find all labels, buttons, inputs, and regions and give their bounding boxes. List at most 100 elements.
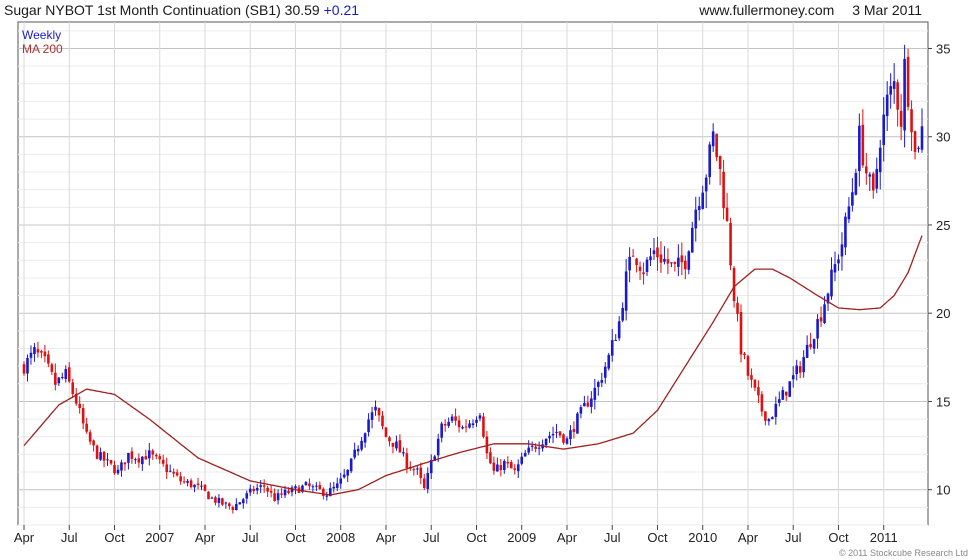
candle-body xyxy=(349,458,353,472)
y-tick-label: 25 xyxy=(936,218,950,233)
candle-body xyxy=(262,485,266,487)
candle-body xyxy=(182,481,186,483)
candle-body xyxy=(562,434,565,443)
candle-body xyxy=(342,474,346,478)
candle-body xyxy=(210,497,214,499)
candle-body xyxy=(148,450,151,459)
candle-body xyxy=(551,434,555,436)
candle-body xyxy=(207,491,210,500)
chart-header: Sugar NYBOT 1st Month Continuation (SB1)… xyxy=(0,0,930,20)
x-tick-label: Jul xyxy=(61,530,78,545)
candle-body xyxy=(325,495,329,497)
candle-body xyxy=(729,223,732,266)
candle-body xyxy=(506,461,510,464)
candle-body xyxy=(913,131,917,152)
candle-body xyxy=(690,227,694,253)
candle-body xyxy=(67,367,71,382)
candle-body xyxy=(715,133,718,158)
candle-body xyxy=(471,423,475,426)
candle-body xyxy=(861,124,865,166)
copyright-notice: © 2011 Stockcube Research Ltd xyxy=(838,548,968,558)
candle-body xyxy=(899,110,903,127)
candle-body xyxy=(33,347,36,355)
candle-body xyxy=(433,456,437,461)
ma200-line xyxy=(23,235,923,496)
y-tick-label: 35 xyxy=(936,41,950,56)
candle-body xyxy=(523,453,527,457)
candle-body xyxy=(412,469,416,471)
candle-body xyxy=(624,271,628,311)
candle-body xyxy=(384,427,388,437)
chart-legend: Weekly MA 200 xyxy=(22,28,63,56)
candle-body xyxy=(308,483,311,487)
candle-body xyxy=(356,448,360,452)
candle-body xyxy=(865,166,868,174)
candle-body xyxy=(245,493,249,499)
legend-ma200: MA 200 xyxy=(22,42,63,56)
candle-body xyxy=(235,503,238,511)
candle-body xyxy=(224,502,228,504)
candle-body xyxy=(81,408,85,424)
candle-body xyxy=(777,399,781,403)
x-tick-label: Apr xyxy=(14,530,35,545)
candle-body xyxy=(910,109,913,133)
candle-body xyxy=(217,498,221,503)
x-tick-label: Jul xyxy=(604,530,621,545)
candle-body xyxy=(638,266,642,271)
candle-body xyxy=(294,486,297,489)
candle-body xyxy=(628,256,631,271)
x-tick-label: 2011 xyxy=(870,530,898,545)
candle-body xyxy=(332,486,336,489)
header-right: www.fullermoney.com 3 Mar 2011 xyxy=(685,2,922,18)
candle-body xyxy=(231,507,235,510)
candle-body xyxy=(885,94,889,117)
candle-body xyxy=(203,484,207,491)
candle-body xyxy=(280,493,283,495)
candle-body xyxy=(454,416,457,421)
x-tick-label: Apr xyxy=(195,530,216,545)
candle-body xyxy=(805,344,809,358)
candle-body xyxy=(527,447,530,453)
candle-body xyxy=(266,487,269,492)
candle-body xyxy=(196,483,200,486)
candle-body xyxy=(71,382,75,394)
candle-body xyxy=(426,473,430,489)
candle-body xyxy=(635,258,638,266)
candle-body xyxy=(43,351,47,357)
candle-body xyxy=(339,478,343,484)
candle-body xyxy=(812,339,816,349)
candle-body xyxy=(677,257,680,267)
candle-body xyxy=(311,486,315,488)
candle-body xyxy=(398,440,402,453)
candle-body xyxy=(802,357,805,373)
candle-body xyxy=(489,452,492,464)
candle-body xyxy=(134,459,137,461)
candle-body xyxy=(851,192,854,206)
candle-body xyxy=(391,442,395,447)
candle-body xyxy=(534,446,537,449)
candle-body xyxy=(374,406,377,411)
candle-body xyxy=(656,247,659,258)
candle-body xyxy=(764,411,767,421)
candle-body xyxy=(189,480,193,488)
website-link[interactable]: www.fullermoney.com xyxy=(699,2,835,18)
candle-body xyxy=(186,480,189,483)
candle-body xyxy=(26,357,29,374)
candle-body xyxy=(607,354,611,369)
candle-body xyxy=(837,259,840,264)
candle-body xyxy=(503,460,506,470)
candle-body xyxy=(868,174,872,177)
chart-date: 3 Mar 2011 xyxy=(852,2,922,18)
candle-body xyxy=(798,366,802,373)
candle-body xyxy=(60,377,64,379)
candle-body xyxy=(746,356,750,376)
candle-body xyxy=(555,431,558,433)
candle-body xyxy=(248,488,252,493)
candle-body xyxy=(482,416,485,437)
x-tick-label: Jul xyxy=(423,530,440,545)
candle-body xyxy=(315,485,318,487)
candle-body xyxy=(701,192,705,209)
candle-body xyxy=(381,415,384,427)
x-tick-label: Oct xyxy=(647,530,668,545)
